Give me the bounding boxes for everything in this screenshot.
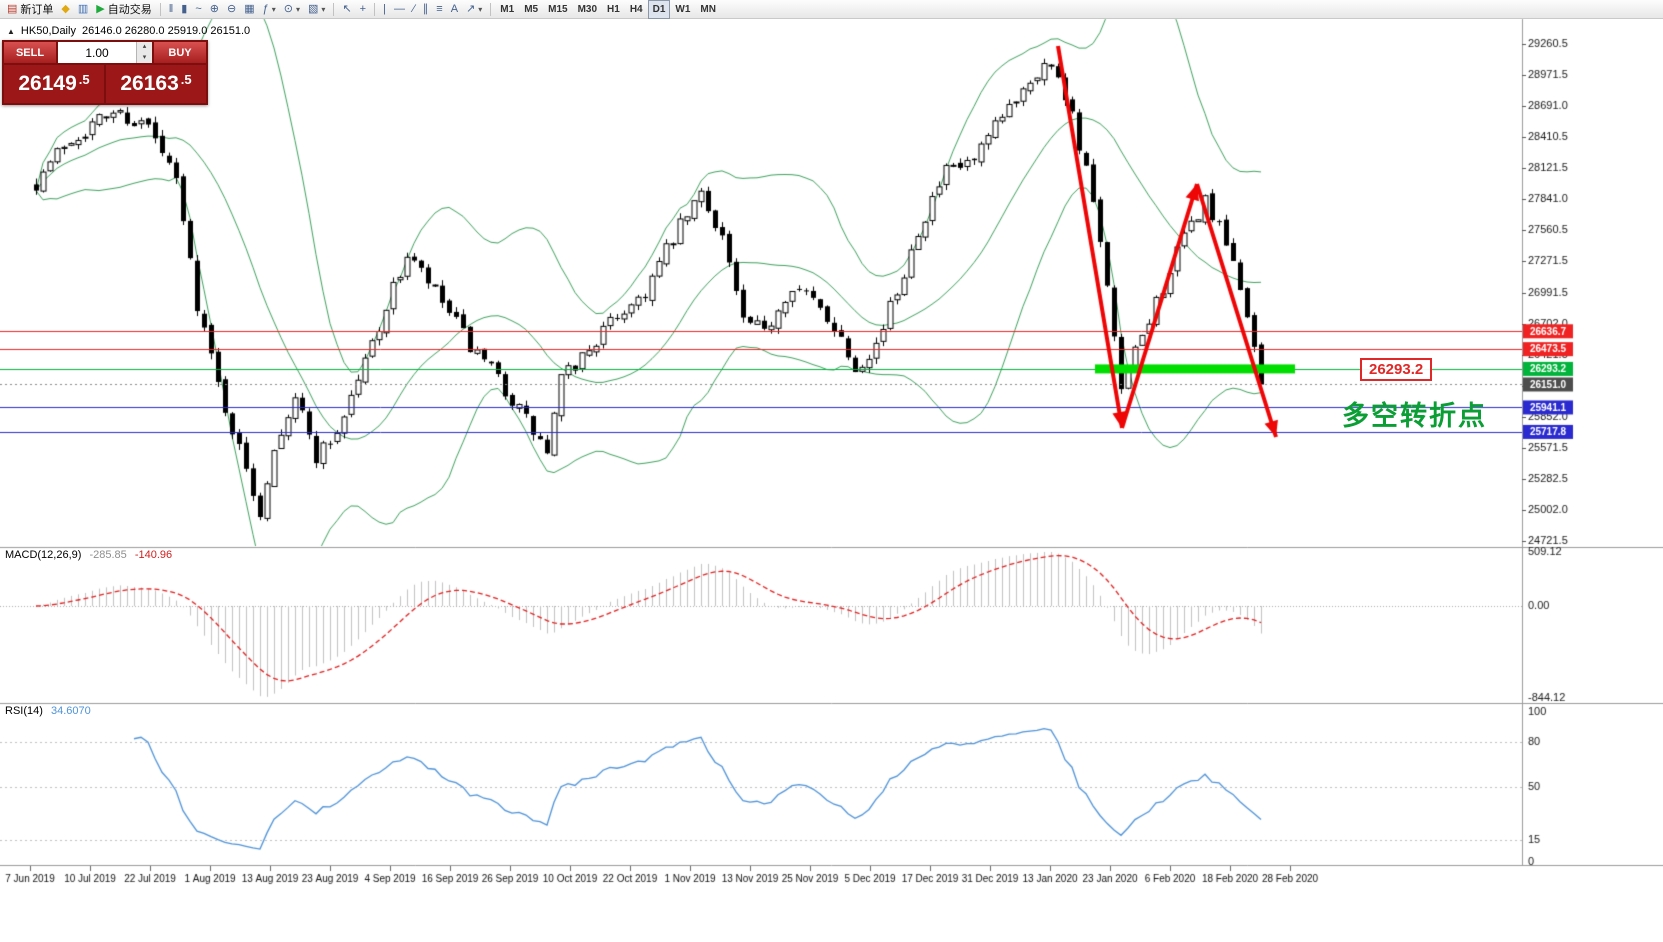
- periods-icon: ⊙: [283, 2, 293, 15]
- text-icon: A: [450, 2, 459, 15]
- macd-signal-value: -140.96: [134, 549, 173, 561]
- buy-price-fraction: .5: [180, 72, 192, 87]
- toolbar-crosshair-button[interactable]: +: [356, 0, 370, 19]
- sell-button[interactable]: SELL: [4, 42, 56, 63]
- chart-symbol-label: HK50,Daily: [20, 25, 76, 37]
- timeframe-m15-button[interactable]: M15: [548, 3, 568, 15]
- one-click-collapse-icon[interactable]: ▲: [7, 26, 15, 36]
- toolbar-new-order-button[interactable]: ▤ 新订单: [3, 0, 57, 19]
- toolbar-trendline-button[interactable]: ∕: [409, 0, 419, 19]
- chart-title: ▲ HK50,Daily 26146.0 26280.0 25919.0 261…: [7, 25, 250, 37]
- trendline-icon: ∕: [412, 2, 415, 15]
- new-order-label: 新订单: [20, 4, 54, 16]
- toolbar-indicators-button[interactable]: ƒ ▾: [259, 0, 280, 19]
- toolbar-templates-button[interactable]: ▧ ▾: [304, 0, 329, 19]
- macd-title: MACD(12,26,9): [5, 549, 82, 561]
- vertical-line-icon: |: [383, 2, 386, 15]
- timeframe-m30-button[interactable]: M30: [577, 3, 598, 15]
- sell-price-fraction: .5: [78, 72, 90, 87]
- zoom-in-icon: ⊕: [209, 2, 220, 15]
- top-toolbar: ▤ 新订单 ◆ ▥ ▶ 自动交易 ‖ ▮ ~ ⊕ ⊖ ▦ ƒ ▾ ⊙ ▾ ▧ ▾ ↖ + | — ∕ ∥ ≡ A ↗ ▾ M1 M5 M15…: [0, 0, 1663, 19]
- volume-increase-button[interactable]: ▴: [137, 42, 152, 53]
- toolbar-periods-button[interactable]: ⊙ ▾: [280, 0, 304, 19]
- level-price-callout[interactable]: 26293.2: [1360, 358, 1433, 381]
- volume-decrease-button[interactable]: ▾: [137, 52, 152, 63]
- toolbar-separator: [374, 2, 376, 16]
- toolbar-chart-bars-mode-button[interactable]: ‖: [165, 0, 178, 19]
- rsi-value: 34.6070: [50, 705, 91, 717]
- zoom-out-icon: ⊖: [227, 2, 237, 15]
- volume-value[interactable]: 1.00: [85, 45, 109, 60]
- auto-trading-icon: ▶: [96, 2, 105, 15]
- toolbar-chart-line-mode-button[interactable]: ~: [191, 0, 205, 19]
- indicators-icon: ƒ: [262, 2, 269, 15]
- macd-main-value: -285.85: [89, 549, 127, 561]
- buy-price[interactable]: 26163 .5: [106, 65, 206, 103]
- buy-button[interactable]: BUY: [154, 42, 206, 63]
- chart-bars-mode-icon: ‖: [168, 2, 174, 15]
- volume-field[interactable]: 1.00 ▴ ▾: [58, 42, 152, 63]
- auto-trading-label: 自动交易: [107, 4, 152, 16]
- timeframe-mn-button[interactable]: MN: [700, 3, 716, 15]
- toolbar-text-button[interactable]: A: [447, 0, 462, 19]
- new-order-icon: ▤: [7, 2, 18, 15]
- buy-price-value: 26163: [120, 72, 179, 95]
- toolbar-auto-trading-button[interactable]: ▶ 自动交易: [92, 0, 155, 19]
- timeframe-m5-button[interactable]: M5: [524, 3, 539, 15]
- timeframe-h4-button[interactable]: H4: [629, 3, 643, 15]
- toolbar-arrows-button[interactable]: ↗ ▾: [462, 0, 486, 19]
- toolbar-horizontal-line-button[interactable]: —: [390, 0, 409, 19]
- toolbar-equidistant-channel-button[interactable]: ∥: [419, 0, 433, 19]
- fibonacci-icon: ≡: [436, 2, 443, 15]
- tile-windows-icon: ▦: [244, 2, 255, 15]
- metaeditor-icon: ◆: [61, 2, 70, 15]
- rsi-title: RSI(14): [5, 705, 43, 717]
- toolbar-separator: [490, 2, 492, 16]
- chart-line-mode-icon: ~: [195, 2, 202, 15]
- toolbar-vertical-line-button[interactable]: |: [379, 0, 390, 19]
- toolbar-tile-windows-button[interactable]: ▦: [240, 0, 258, 19]
- toolbar-fibonacci-button[interactable]: ≡: [432, 0, 446, 19]
- rsi-label: RSI(14) 34.6070: [5, 705, 96, 717]
- chart-ohlc-values: 26146.0 26280.0 25919.0 26151.0: [81, 25, 251, 37]
- toolbar-market-watch-button[interactable]: ▥: [74, 0, 92, 19]
- arrows-icon: ↗: [466, 2, 476, 15]
- timeframe-w1-button[interactable]: W1: [675, 3, 691, 15]
- timeframe-h1-button[interactable]: H1: [607, 3, 620, 15]
- chart-candles-mode-icon: ▮: [181, 2, 188, 15]
- equidistant-channel-icon: ∥: [422, 2, 429, 15]
- macd-label: MACD(12,26,9) -285.85 -140.96: [5, 549, 177, 561]
- toolbar-separator: [333, 2, 335, 16]
- sell-price[interactable]: 26149 .5: [4, 65, 104, 103]
- one-click-trading-panel: SELL 1.00 ▴ ▾ BUY 26149 .5 26163 .5: [2, 40, 208, 105]
- toolbar-cursor-button[interactable]: ↖: [338, 0, 355, 19]
- chevron-down-icon: ▾: [296, 4, 301, 14]
- toolbar-zoom-out-button[interactable]: ⊖: [223, 0, 240, 19]
- toolbar-zoom-in-button[interactable]: ⊕: [206, 0, 223, 19]
- timeframe-d1-button[interactable]: D1: [647, 0, 671, 19]
- chevron-down-icon: ▾: [478, 4, 483, 14]
- chevron-down-icon: ▾: [321, 4, 326, 14]
- horizontal-line-icon: —: [393, 2, 405, 15]
- toolbar-chart-candles-mode-button[interactable]: ▮: [177, 0, 191, 19]
- timeframe-m1-button[interactable]: M1: [500, 3, 515, 15]
- templates-icon: ▧: [308, 2, 319, 15]
- market-watch-icon: ▥: [77, 2, 89, 15]
- crosshair-icon: +: [359, 2, 367, 15]
- chevron-down-icon: ▾: [271, 4, 276, 14]
- turning-point-annotation: 多空转折点: [1342, 401, 1487, 432]
- sell-price-value: 26149: [18, 72, 77, 95]
- cursor-icon: ↖: [342, 2, 352, 15]
- toolbar-separator: [159, 2, 161, 16]
- toolbar-metaeditor-button[interactable]: ◆: [57, 0, 73, 19]
